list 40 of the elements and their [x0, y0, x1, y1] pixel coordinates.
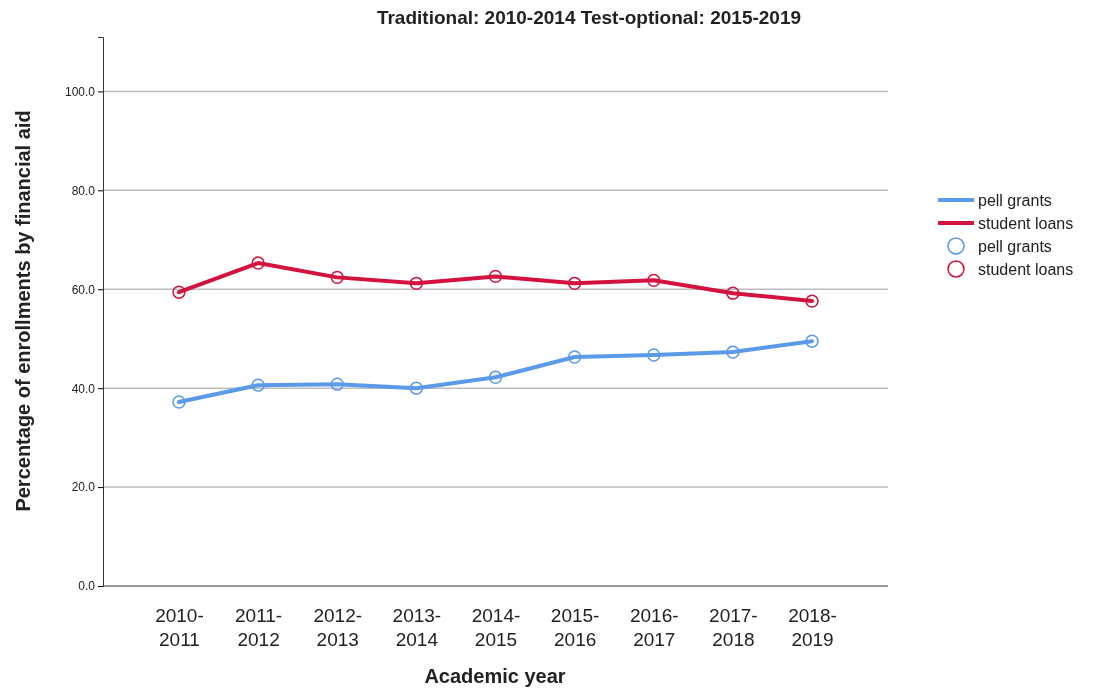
y-axis-title: Percentage of enrollments by financial aid: [12, 110, 34, 512]
point: [330, 377, 344, 391]
y-tick-label: 80.0: [71, 183, 96, 198]
x-tick-label: 2012-2013: [313, 604, 363, 650]
x-tick-label: 2010-2011: [155, 604, 204, 650]
legend-label: student loans: [978, 261, 1074, 278]
point: [409, 276, 424, 290]
point: [330, 270, 344, 285]
point: [805, 334, 819, 348]
y-tick-label: 100.0: [64, 84, 96, 99]
x-axis-title: Academic year: [424, 665, 566, 687]
x-tick-label: 2018-2019: [788, 604, 837, 650]
chart-title: Traditional: 2010-2014 Test-optional: 2015-2019: [376, 7, 802, 28]
x-tick-label: 2017-2018: [709, 604, 758, 650]
point: [488, 269, 503, 284]
point: [172, 395, 186, 409]
point: [251, 378, 265, 392]
point: [488, 370, 503, 384]
y-tick-label: 40.0: [71, 381, 96, 396]
point: [567, 350, 582, 364]
point: [647, 273, 661, 287]
point: [647, 348, 661, 362]
x-tick-label: 2014-2015: [471, 604, 521, 650]
point: [726, 286, 740, 300]
x-tick-label: 2013-2014: [392, 604, 442, 650]
point: [726, 345, 740, 359]
y-tick-label: 20.0: [71, 480, 96, 495]
x-tick-label: 2015-2016: [550, 604, 600, 650]
point: [172, 285, 186, 299]
text: pell grants: [978, 192, 1052, 209]
y-tick-label: 0.0: [78, 579, 96, 594]
x-tick-label: 2016-2017: [629, 604, 679, 650]
point: [567, 276, 582, 290]
point: [409, 381, 424, 395]
point: [251, 256, 265, 270]
legend-label: pell grants: [978, 238, 1052, 255]
x-tick-label: 2011-2012: [235, 604, 283, 650]
y-tick-label: 60.0: [71, 282, 96, 297]
point: [805, 294, 819, 308]
text: student loans: [978, 215, 1074, 232]
